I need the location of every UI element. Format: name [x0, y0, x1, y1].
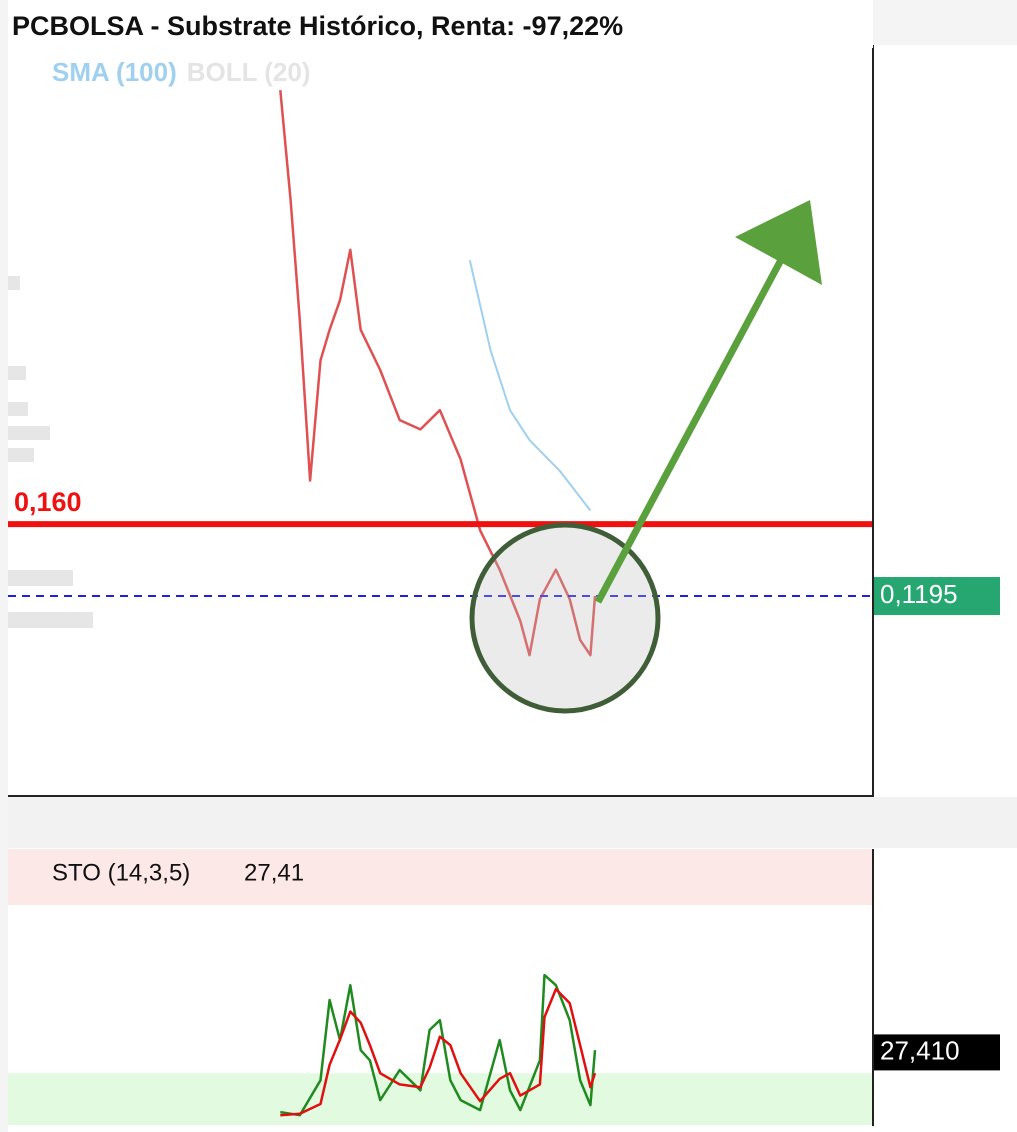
- annotation: [469, 200, 822, 714]
- profile-bar: [8, 448, 34, 462]
- series-line: [279, 89, 597, 657]
- legend-entry: BOLL (20): [187, 57, 311, 87]
- volume-profile: [8, 276, 93, 628]
- series-line: [468, 259, 592, 512]
- plot: [8, 89, 873, 1117]
- labels: SMA (100) BOLL (20) 0,160 0,1195 27,410: [14, 57, 1000, 1071]
- series-line: [280, 987, 597, 1117]
- last-price-box: [874, 577, 1000, 616]
- series-line: [280, 973, 597, 1117]
- arrow-shaft: [594, 256, 786, 604]
- oversold-zone: [8, 1073, 873, 1125]
- profile-bar: [8, 366, 26, 380]
- stoch-title: STO (14,3,5): [52, 859, 190, 886]
- overbought-zone: [8, 849, 873, 906]
- top-right-margin: [873, 0, 1017, 45]
- stoch-zones: [8, 849, 873, 1125]
- profile-bar: [8, 570, 73, 586]
- profile-bar: [8, 612, 93, 628]
- arrow-head: [735, 200, 822, 285]
- last-value-box: [874, 1034, 1000, 1071]
- last-value-label: 27,410: [880, 1035, 960, 1065]
- profile-bar: [8, 276, 20, 290]
- profile-bar: [8, 402, 28, 416]
- level-label: 0,160: [14, 487, 82, 517]
- chart-title: PCBOLSA - Substrate Histórico, Renta: -9…: [12, 11, 623, 41]
- x-axis-strip: [8, 797, 1017, 848]
- left-margin: [0, 0, 8, 1132]
- profile-bar: [8, 426, 50, 440]
- legend-entry: SMA (100): [52, 57, 177, 87]
- stoch-current: 27,41: [244, 859, 304, 886]
- last-price-label: 0,1195: [880, 579, 958, 609]
- title-box: [8, 8, 873, 48]
- highlight-circle: [469, 522, 661, 714]
